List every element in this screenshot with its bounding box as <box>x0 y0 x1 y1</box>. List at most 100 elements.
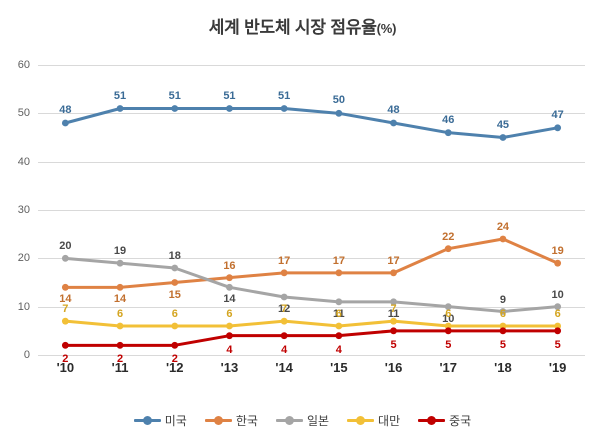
data-point <box>61 341 69 349</box>
data-point <box>554 259 562 267</box>
data-point <box>335 322 343 330</box>
y-axis: 0 10 20 30 40 50 60 <box>0 59 34 361</box>
y-axis-tick-label: 0 <box>23 349 30 361</box>
x-axis-tick-label: '19 <box>548 360 567 375</box>
x-axis-tick-label: '10 <box>56 360 75 375</box>
data-point <box>171 279 179 286</box>
data-point <box>335 109 343 117</box>
data-point <box>444 327 452 335</box>
legend-marker-icon <box>418 415 446 426</box>
data-point <box>61 283 69 291</box>
gridline <box>38 355 585 356</box>
x-axis-tick-label: '17 <box>439 360 458 375</box>
x-axis-tick-label: '15 <box>330 360 348 375</box>
legend-item-대만[interactable]: 대만 <box>347 412 400 429</box>
data-point <box>280 105 288 112</box>
chart-legend: 미국 한국 일본 대만 중국 <box>0 412 605 429</box>
data-point <box>390 317 397 325</box>
legend-item-중국[interactable]: 중국 <box>418 412 471 429</box>
data-point <box>444 303 452 311</box>
data-point <box>280 317 288 325</box>
data-point <box>554 327 562 335</box>
data-point <box>390 298 397 306</box>
legend-marker-icon <box>204 415 232 426</box>
x-axis: '10 '11 '12 '13 '14 '15 '16 '17 '18 '19 <box>38 360 585 382</box>
data-point <box>335 269 343 277</box>
chart-title-unit: (%) <box>376 21 397 36</box>
data-point <box>171 105 179 112</box>
y-axis-tick-label: 10 <box>17 300 30 313</box>
data-point <box>390 119 397 127</box>
data-point <box>390 269 397 277</box>
data-point <box>444 322 452 330</box>
gridline <box>38 65 585 66</box>
data-point <box>280 332 288 340</box>
x-axis-tick-label: '16 <box>384 360 403 375</box>
data-point <box>61 317 69 325</box>
y-axis-tick-label: 20 <box>17 252 30 265</box>
data-point <box>554 124 562 132</box>
data-point <box>171 264 179 272</box>
y-axis-tick-label: 40 <box>17 155 30 168</box>
data-point <box>554 303 562 311</box>
data-point <box>335 332 343 340</box>
data-point <box>499 327 507 335</box>
data-point <box>61 119 69 127</box>
gridline <box>38 113 585 115</box>
data-point <box>116 259 124 267</box>
data-point <box>335 298 343 306</box>
legend-item-미국[interactable]: 미국 <box>133 412 187 429</box>
data-point <box>116 105 124 112</box>
data-point <box>61 254 69 262</box>
legend-label: 일본 <box>306 414 330 428</box>
legend-item-한국[interactable]: 한국 <box>204 412 258 429</box>
data-point <box>116 283 124 291</box>
x-axis-tick-label: '18 <box>494 360 512 375</box>
data-point <box>280 293 288 301</box>
legend-marker-icon <box>347 415 375 426</box>
series-line-미국 <box>63 107 560 139</box>
y-axis-tick-label: 30 <box>17 204 30 216</box>
legend-marker-icon <box>275 415 303 426</box>
data-point <box>444 245 452 253</box>
x-axis-tick-label: '11 <box>111 360 129 375</box>
chart-title-text: 세계 반도체 시장 점유율 <box>208 18 377 37</box>
data-point <box>171 341 179 349</box>
legend-label: 대만 <box>378 414 401 428</box>
series-line-중국 <box>63 329 560 347</box>
data-point <box>390 327 397 335</box>
y-axis-tick-label: 50 <box>17 107 30 120</box>
gridline <box>38 210 585 211</box>
legend-marker-icon <box>133 415 161 426</box>
series-line-일본 <box>63 256 560 313</box>
legend-item-일본[interactable]: 일본 <box>275 412 330 429</box>
plot-area: 48 51 51 51 51 50 48 46 45 47 14 14 15 16 17 17 17 22 24 19… <box>38 65 585 365</box>
data-point <box>226 322 233 330</box>
legend-label: 한국 <box>235 414 258 428</box>
y-axis-tick-label: 60 <box>17 59 30 71</box>
data-point <box>499 134 507 141</box>
data-point <box>116 341 124 349</box>
data-point <box>171 322 179 330</box>
data-point <box>554 322 562 330</box>
data-point <box>444 129 452 137</box>
data-point <box>226 274 233 282</box>
data-point <box>280 269 288 277</box>
gridline <box>38 161 585 163</box>
legend-label: 중국 <box>449 414 472 428</box>
data-point <box>499 322 507 330</box>
series-svg <box>61 105 562 349</box>
data-point <box>226 332 233 340</box>
x-axis-tick-label: '13 <box>220 360 239 375</box>
data-point <box>226 105 233 112</box>
data-point <box>499 235 507 243</box>
chart-title: 세계 반도체 시장 점유율(%) <box>0 13 605 38</box>
data-point <box>116 322 124 330</box>
gridline <box>38 306 585 308</box>
series-line-대만 <box>63 319 560 328</box>
series-line-한국 <box>63 237 560 289</box>
data-point <box>226 283 233 291</box>
x-axis-tick-label: '12 <box>165 360 184 375</box>
x-axis-tick-label: '14 <box>275 360 293 375</box>
